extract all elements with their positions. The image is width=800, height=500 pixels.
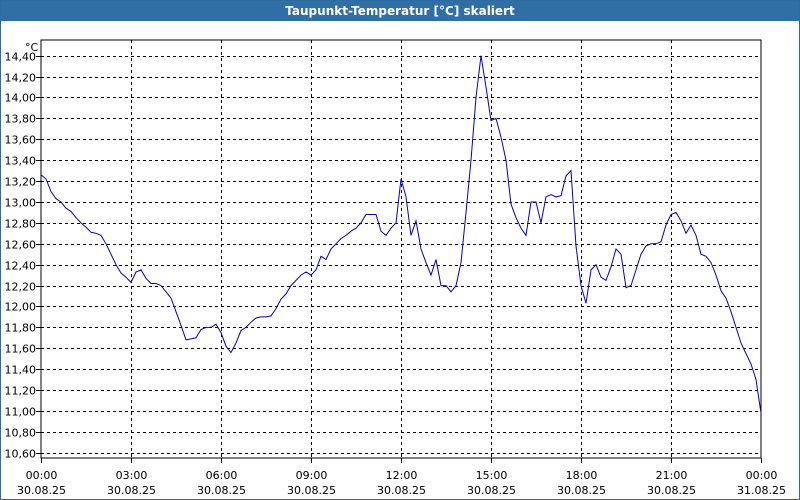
y-tick-label: 12,20 <box>5 281 37 294</box>
grid-lines <box>36 40 762 463</box>
y-tick-label: 10,80 <box>5 427 37 440</box>
x-tick-date: 30.08.25 <box>377 484 426 497</box>
series-line <box>40 55 762 414</box>
x-tick-date: 30.08.25 <box>467 484 516 497</box>
series-group <box>40 55 762 414</box>
y-tick-label: 12,60 <box>5 239 37 252</box>
y-tick-label: 11,40 <box>5 364 37 377</box>
x-tick-time: 00:00 <box>746 469 778 482</box>
y-tick-label: 12,40 <box>5 260 37 273</box>
y-tick-label: 13,20 <box>5 176 37 189</box>
x-tick-labels: 00:00 30.08.25 03:00 30.08.25 06:00 30.08.25 0… <box>17 469 786 497</box>
x-tick-time: 12:00 <box>386 469 418 482</box>
x-tick-date: 30.08.25 <box>197 484 246 497</box>
y-tick-label: 14,20 <box>5 72 37 85</box>
x-tick-time: 09:00 <box>296 469 328 482</box>
x-tick-time: 15:00 <box>476 469 508 482</box>
x-tick-date: 30.08.25 <box>647 484 696 497</box>
x-tick-time: 18:00 <box>566 469 598 482</box>
y-tick-label: 11,60 <box>5 343 37 356</box>
y-tick-label: 12,00 <box>5 301 37 314</box>
y-tick-label: 10,60 <box>5 448 37 461</box>
y-tick-label: 14,40 <box>5 51 37 64</box>
y-tick-labels: 10,60 10,80 11,00 11,20 11,40 11,60 11,80 12,00… <box>5 51 37 461</box>
x-tick-date: 30.08.25 <box>557 484 606 497</box>
y-tick-label: 12,80 <box>5 218 37 231</box>
x-tick-date: 30.08.25 <box>287 484 336 497</box>
y-tick-label: 13,00 <box>5 197 37 210</box>
x-tick-time: 03:00 <box>116 469 148 482</box>
x-tick-time: 21:00 <box>656 469 688 482</box>
x-tick-time: 06:00 <box>206 469 238 482</box>
y-unit-label: °C <box>25 41 39 54</box>
y-tick-label: 14,00 <box>5 92 37 105</box>
x-tick-date: 30.08.25 <box>17 484 66 497</box>
x-tick-time: 00:00 <box>26 469 58 482</box>
y-tick-label: 13,80 <box>5 113 37 126</box>
y-tick-label: 13,60 <box>5 134 37 147</box>
y-tick-label: 11,80 <box>5 322 37 335</box>
x-tick-date: 30.08.25 <box>107 484 156 497</box>
y-tick-label: 11,20 <box>5 385 37 398</box>
window-title: Taupunkt-Temperatur [°C] skaliert <box>1 1 799 21</box>
y-tick-label: 13,40 <box>5 155 37 168</box>
x-tick-date: 31.08.25 <box>737 484 786 497</box>
y-tick-label: 11,00 <box>5 406 37 419</box>
